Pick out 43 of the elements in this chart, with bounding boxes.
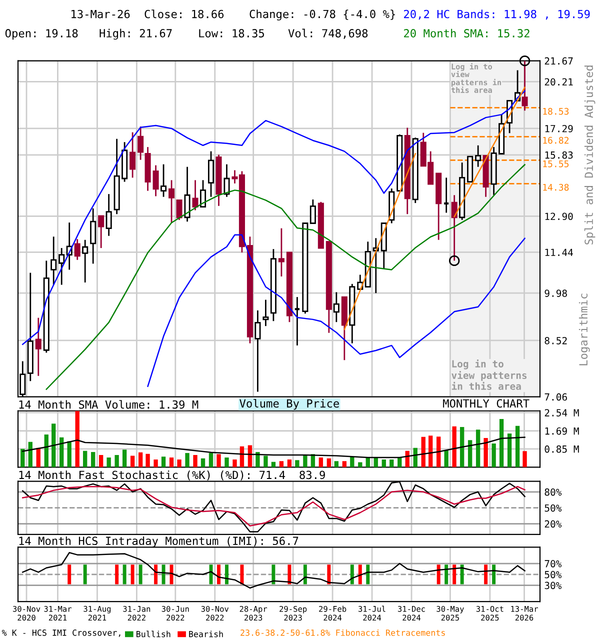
chart-title: 14 Month SMA Volume: 1.39 M — [19, 400, 198, 409]
y-tick-label: 50% — [544, 570, 562, 578]
ref-line-label: 15.55 — [543, 160, 569, 168]
legend-title: % K - HCS IMI Crossover, — [2, 630, 120, 637]
text: Volume By Price — [240, 398, 339, 410]
y-axis-title: Split and Dividend Adjusted — [584, 66, 596, 244]
ref-line-label: 18.53 — [543, 108, 569, 115]
text: 20,2 HC Bands: 11.98 , 19.59 — [404, 10, 590, 20]
ref-line-label: 16.82 — [543, 136, 568, 144]
y-tick-label: 2.54 M — [544, 409, 579, 416]
text: 23.6-38.2-50-61.8% Fibonacci Retracements — [240, 629, 445, 636]
y-tick-label: 11.44 — [545, 248, 573, 256]
y-tick-label: 80% — [544, 488, 562, 496]
text: MONTHLY CHART — [443, 399, 530, 408]
y-tick-label: 15.83 — [545, 151, 573, 159]
text: 20 Month SMA: 15.32 — [404, 28, 530, 38]
y-tick-label: 20% — [544, 520, 562, 528]
ref-line-label: 14.38 — [543, 184, 569, 191]
y-tick-label: 20.21 — [544, 78, 573, 86]
annotation: Log in to view patterns in this area — [452, 359, 527, 390]
y-tick-label: 50% — [544, 504, 562, 512]
legend-label: Bullish — [136, 630, 170, 638]
y-tick-label: 9.98 — [544, 290, 567, 297]
text: Logarithmic — [578, 294, 590, 366]
y-tick-label: 30% — [544, 582, 562, 590]
text: Open: 19.18 — [5, 29, 78, 40]
y-tick-label: 1.69 M — [545, 427, 579, 435]
y-tick-label: 17.29 — [545, 124, 573, 132]
text: 13-Mar-26 — [72, 10, 130, 18]
text: Close: 18.66 — [144, 10, 224, 18]
legend-label: Bearish — [189, 630, 223, 638]
y-tick-label: 8.52 — [544, 336, 567, 344]
y-tick-label: 70% — [544, 560, 562, 568]
text: High: 21.67 — [100, 28, 172, 40]
y-tick-label: 21.67 — [544, 57, 573, 65]
text: Vol: 748,698 — [288, 28, 368, 39]
chart-title: 14 Month HCS Intraday Momentum (IMI): 56.7 — [19, 536, 298, 548]
y-tick-label: 7.06 — [544, 393, 567, 401]
chart-title: 14 Month Fast Stochastic (%K) (%D): 71.4 83.9 — [19, 470, 325, 480]
text: Low: 18.35 — [199, 29, 264, 38]
y-tick-label: 12.90 — [545, 212, 573, 220]
text: Change: -0.78 {-4.0 %} — [250, 10, 395, 20]
y-tick-label: 0.85 M — [544, 445, 579, 453]
